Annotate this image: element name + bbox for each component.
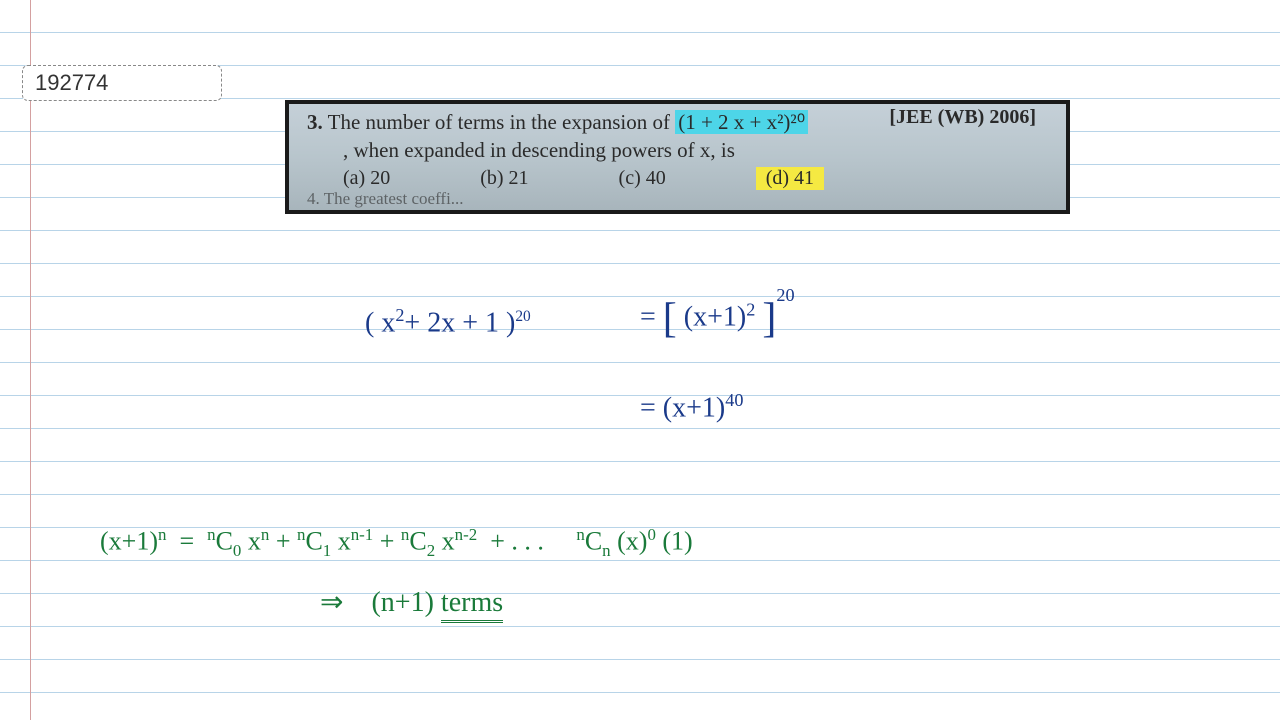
question-image: [JEE (WB) 2006] 3. The number of terms i…	[285, 100, 1070, 214]
question-id-box: 192774	[22, 65, 222, 101]
work-green-conclusion: ⇒ (n+1) terms	[320, 585, 503, 619]
option-a: (a) 20	[343, 167, 390, 190]
work-blue-line1-lhs: ( x2+ 2x + 1 )20	[365, 305, 531, 339]
options-row: (a) 20 (b) 21 (c) 40 (d) 41	[343, 167, 1048, 190]
option-d: (d) 41	[756, 167, 824, 190]
terms-underlined: terms	[441, 587, 503, 623]
next-question-fragment: 4. The greatest coeffi...	[307, 188, 1048, 211]
question-number: 3.	[307, 110, 323, 134]
question-part1: The number of terms in the expansion of	[328, 110, 676, 134]
question-id: 192774	[35, 70, 108, 96]
margin-line	[30, 0, 31, 720]
work-green-expansion: (x+1)n = nC0 xn + nC1 xn-1 + nC2 xn-2 + …	[100, 525, 693, 561]
question-expression: (1 + 2 x + x²)²⁰	[675, 110, 808, 134]
option-b: (b) 21	[480, 167, 528, 190]
option-c: (c) 40	[619, 167, 666, 190]
implies-arrow: ⇒	[320, 587, 343, 618]
exam-reference: [JEE (WB) 2006]	[889, 106, 1036, 129]
question-part2: , when expanded in descending powers of …	[343, 136, 1048, 164]
work-blue-line1-rhs: = [ (x+1)2 ]20	[640, 295, 795, 343]
work-blue-line2: = (x+1)40	[640, 390, 743, 424]
